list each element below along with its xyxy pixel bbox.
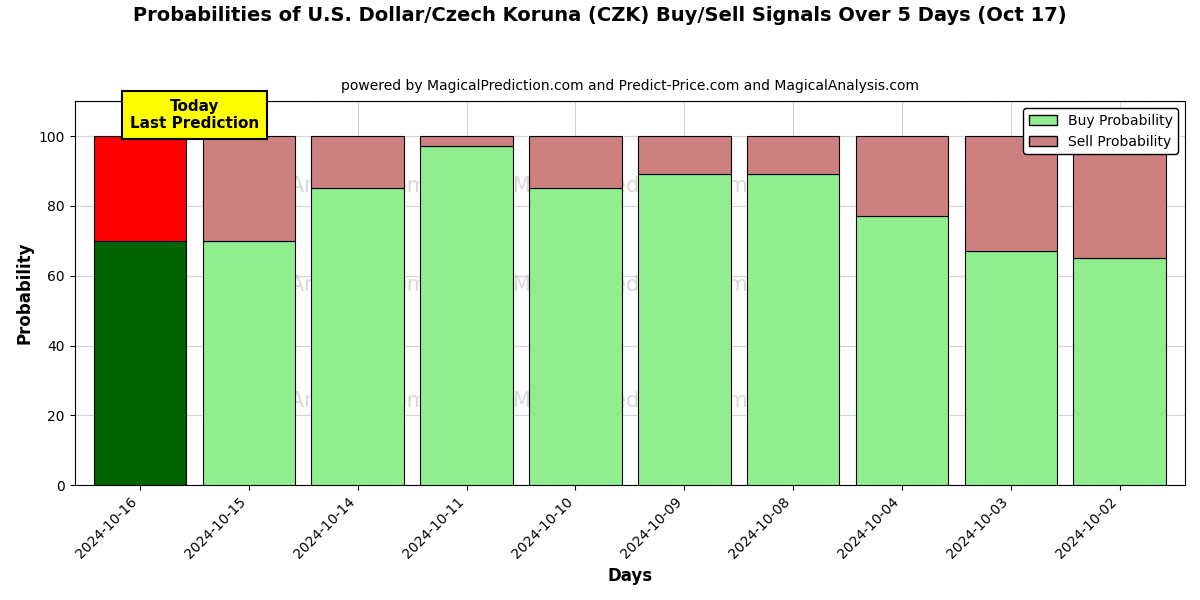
X-axis label: Days: Days — [607, 567, 653, 585]
Text: MagicalPrediction.com: MagicalPrediction.com — [512, 176, 748, 196]
Bar — [965, 136, 1057, 251]
Bar — [746, 175, 839, 485]
Text: MagicalPrediction.com: MagicalPrediction.com — [512, 391, 748, 410]
Bar — [856, 136, 948, 217]
Text: MagicalAnalysis.com: MagicalAnalysis.com — [210, 176, 427, 196]
Text: MagicalAnalysis.com: MagicalAnalysis.com — [210, 275, 427, 295]
Bar — [856, 217, 948, 485]
Text: Today
Last Prediction: Today Last Prediction — [130, 99, 259, 131]
Y-axis label: Probability: Probability — [16, 242, 34, 344]
Bar — [638, 175, 731, 485]
Bar — [203, 241, 295, 485]
Text: MagicalPrediction.com: MagicalPrediction.com — [512, 275, 748, 295]
Bar — [94, 136, 186, 241]
Bar — [1074, 136, 1166, 258]
Bar — [529, 188, 622, 485]
Bar — [746, 136, 839, 175]
Bar — [203, 136, 295, 241]
Title: powered by MagicalPrediction.com and Predict-Price.com and MagicalAnalysis.com: powered by MagicalPrediction.com and Pre… — [341, 79, 919, 93]
Bar — [638, 136, 731, 175]
Bar — [1074, 258, 1166, 485]
Bar — [312, 136, 404, 188]
Bar — [94, 241, 186, 485]
Bar — [420, 146, 512, 485]
Bar — [420, 136, 512, 146]
Text: Probabilities of U.S. Dollar/Czech Koruna (CZK) Buy/Sell Signals Over 5 Days (Oc: Probabilities of U.S. Dollar/Czech Korun… — [133, 6, 1067, 25]
Text: MagicalAnalysis.com: MagicalAnalysis.com — [210, 391, 427, 410]
Legend: Buy Probability, Sell Probability: Buy Probability, Sell Probability — [1024, 108, 1178, 154]
Bar — [312, 188, 404, 485]
Bar — [529, 136, 622, 188]
Bar — [965, 251, 1057, 485]
